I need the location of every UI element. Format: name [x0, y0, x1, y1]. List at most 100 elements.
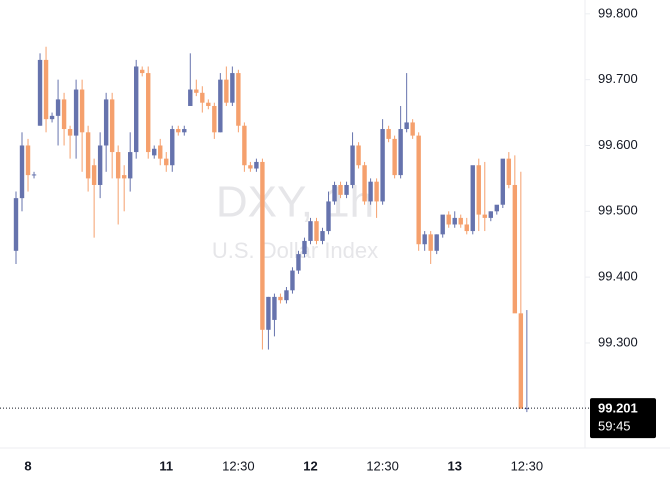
candle-body: [91, 165, 97, 185]
candle-body: [314, 221, 319, 241]
y-tick-label: 99.700: [598, 71, 638, 86]
candle-body: [260, 161, 265, 330]
candle-body: [476, 165, 481, 215]
candle-body: [398, 129, 403, 176]
candle-body: [458, 217, 463, 225]
candle-body: [428, 234, 433, 251]
y-tick-label: 99.500: [598, 203, 638, 218]
candle-body: [470, 165, 475, 232]
candle-body: [103, 99, 109, 146]
candle-body: [109, 99, 115, 153]
candle-body: [67, 129, 73, 136]
candle-body: [380, 129, 385, 202]
candle-body: [350, 145, 355, 185]
candle-body: [127, 152, 133, 179]
candle-body: [176, 129, 181, 133]
candle-body: [224, 79, 229, 103]
candle-body: [440, 214, 445, 235]
candle-body: [170, 129, 175, 166]
candle-body: [43, 59, 49, 120]
candle-body: [146, 73, 151, 153]
candle-body: [140, 69, 145, 74]
candle-body: [296, 254, 301, 271]
candle-body: [356, 145, 361, 166]
candle-body: [386, 129, 391, 139]
x-tick-label: 12:30: [366, 458, 399, 473]
candle-body: [332, 184, 337, 202]
y-tick-label: 99.400: [598, 269, 638, 284]
candle-body: [320, 231, 325, 241]
candle-body: [254, 161, 259, 169]
candle-body: [182, 129, 187, 133]
candle-body: [85, 132, 91, 179]
candle-body: [410, 122, 415, 136]
candle-body: [266, 296, 271, 330]
candle-body: [19, 145, 25, 199]
candle-body: [73, 89, 79, 136]
candle-body: [194, 89, 199, 93]
x-tick-label: 12: [303, 458, 317, 473]
candle-body: [518, 313, 524, 409]
candle-body: [236, 73, 241, 126]
last-price-box: [590, 398, 656, 439]
last-price-label: 99.201: [598, 401, 638, 416]
candle-body: [164, 158, 169, 166]
candle-body: [13, 198, 19, 251]
candle-body: [494, 204, 499, 212]
candle-body: [434, 234, 439, 251]
candle-body: [242, 125, 247, 166]
candle-body: [158, 145, 163, 159]
candle-body: [49, 115, 55, 120]
candle-body: [284, 290, 289, 301]
candle-body: [416, 135, 421, 245]
candle-body: [302, 240, 307, 255]
candle-body: [506, 158, 512, 185]
candle-body: [37, 59, 43, 126]
candle-body: [422, 234, 427, 245]
candle-body: [290, 270, 295, 291]
candle-body: [368, 181, 373, 202]
candle-body: [482, 214, 487, 218]
candle-body: [206, 102, 211, 106]
candle-body: [248, 165, 253, 169]
candle-body: [97, 145, 103, 185]
candle-body: [218, 79, 223, 133]
x-tick-label: 12:30: [222, 458, 255, 473]
candle-body: [488, 211, 493, 218]
candle-body: [272, 296, 277, 320]
candle-body: [200, 92, 205, 103]
candle-body: [230, 73, 235, 103]
x-tick-label: 8: [24, 458, 31, 473]
y-tick-label: 99.600: [598, 137, 638, 152]
candle-body: [25, 145, 31, 176]
candle-body: [404, 122, 409, 130]
candle-body: [338, 184, 343, 195]
candle-body: [134, 66, 139, 153]
candle-body: [512, 184, 518, 314]
candle-body: [152, 148, 157, 156]
candle-body: [524, 408, 530, 410]
candle-body: [188, 89, 193, 106]
candle-body: [115, 152, 121, 179]
countdown-label: 59:45: [598, 419, 631, 434]
x-tick-label: 13: [447, 458, 461, 473]
candle-body: [79, 89, 85, 133]
candle-body: [344, 184, 349, 195]
candle-body: [61, 99, 67, 130]
candle-body: [500, 158, 506, 205]
candle-body: [55, 99, 61, 116]
y-tick-label: 99.800: [598, 5, 638, 20]
y-tick-label: 99.300: [598, 334, 638, 349]
watermark-subtitle: U.S. Dollar Index: [212, 238, 378, 263]
candle-body: [464, 224, 469, 232]
x-tick-label: 12:30: [511, 458, 544, 473]
candle-body: [392, 138, 397, 176]
candle-body: [452, 217, 457, 225]
x-tick-label: 11: [159, 458, 173, 473]
candle-body: [121, 175, 127, 179]
candle-body: [278, 296, 283, 301]
candle-body: [374, 181, 379, 202]
candle-body: [212, 105, 217, 133]
